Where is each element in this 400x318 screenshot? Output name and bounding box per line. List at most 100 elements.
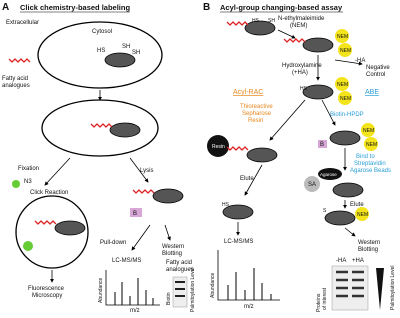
label: Palmitoylation Level xyxy=(190,268,196,312)
panel-title: Click chemistry-based labeling xyxy=(20,3,130,12)
label: Hydroxylamine xyxy=(282,63,322,69)
label: Sepharose xyxy=(242,111,272,117)
label: Bind to xyxy=(356,154,375,160)
arrow xyxy=(334,59,363,66)
label: N-ethylmaleimide xyxy=(278,16,325,22)
label: SH xyxy=(268,18,275,24)
protein xyxy=(332,182,364,198)
label: SH xyxy=(122,44,130,50)
label: -HA xyxy=(336,258,346,264)
label: Negative xyxy=(366,65,390,71)
fatty-acid xyxy=(226,21,249,26)
label: Biotin xyxy=(166,292,172,305)
protein xyxy=(246,147,278,163)
label: HS xyxy=(300,86,308,92)
protein xyxy=(329,130,361,146)
arrow xyxy=(44,157,71,186)
label: NEM xyxy=(357,212,368,218)
arrow xyxy=(321,99,336,126)
spectrum xyxy=(227,268,272,300)
label: Elute xyxy=(350,202,364,208)
label: Streptavidin xyxy=(354,161,386,167)
label: B xyxy=(133,211,137,217)
protein xyxy=(324,210,356,226)
gradient-wedge xyxy=(376,268,384,310)
label: SA xyxy=(308,182,316,188)
label: +HA xyxy=(352,258,364,264)
label: Thioreactive xyxy=(240,104,273,110)
panel-title: Acyl-group changing-based assay xyxy=(220,3,343,12)
label: Abundance xyxy=(210,272,216,298)
label: Lysis xyxy=(140,168,153,174)
protein xyxy=(302,84,334,100)
label: NEM xyxy=(363,128,374,134)
label: analogues xyxy=(2,83,30,89)
fatty-acid xyxy=(132,189,155,194)
label: NEM xyxy=(337,82,348,88)
label: S xyxy=(323,208,327,214)
streptavidin xyxy=(304,176,320,192)
label: Blotting xyxy=(162,251,182,257)
label: Proteins xyxy=(316,293,322,312)
label: B xyxy=(320,142,324,148)
biotin-tag xyxy=(318,140,327,148)
cell xyxy=(15,195,89,269)
label: HS xyxy=(252,18,260,24)
fatty-acid xyxy=(8,58,31,63)
label: Cytosol xyxy=(92,29,112,35)
label: (+HA) xyxy=(292,70,308,76)
arrow xyxy=(269,99,306,141)
protein xyxy=(54,220,86,236)
protein xyxy=(109,122,141,138)
label: Elute xyxy=(240,176,254,182)
linker xyxy=(226,146,249,151)
protein xyxy=(152,188,184,204)
spectrum xyxy=(114,278,154,305)
label: Fluorescence xyxy=(28,286,65,292)
arrow xyxy=(131,224,151,251)
cell xyxy=(37,21,163,89)
label: Control xyxy=(366,72,385,78)
label: (NEM) xyxy=(290,23,307,29)
label: HS xyxy=(97,48,105,54)
label: Agarose xyxy=(320,172,337,177)
blot xyxy=(172,276,188,308)
label: Blotting xyxy=(358,247,378,253)
label: of interest xyxy=(322,287,328,310)
label: LC-MS/MS xyxy=(112,258,141,264)
method-label: Acyl-RAC xyxy=(233,89,263,96)
label: SH xyxy=(132,50,140,56)
fatty-acid xyxy=(90,123,113,128)
label: NEM xyxy=(340,96,351,102)
label: NEM xyxy=(337,34,348,40)
dye xyxy=(12,180,20,188)
dye xyxy=(23,241,33,251)
panel-letter: A xyxy=(2,2,9,13)
biotin-tag xyxy=(130,208,142,217)
label: m/z xyxy=(130,308,140,314)
cell xyxy=(41,99,159,157)
label: Fatty acid xyxy=(2,76,28,82)
label: Pull-down xyxy=(100,240,126,246)
arrow xyxy=(244,164,263,196)
protein xyxy=(104,52,136,68)
bands xyxy=(175,281,185,297)
label: Agarose Beads xyxy=(350,168,391,174)
label: N3 xyxy=(24,179,32,185)
label: Click Reaction xyxy=(30,190,68,196)
label: Fixation xyxy=(18,166,39,172)
label: NEM xyxy=(366,142,377,148)
arrow xyxy=(344,227,356,237)
agarose-bead xyxy=(318,168,342,180)
arrow xyxy=(277,29,296,39)
resin-bead xyxy=(207,135,229,157)
axis xyxy=(217,250,280,301)
label: Microscopy xyxy=(32,293,62,299)
label: analogues xyxy=(166,267,194,273)
label: LC-MS/MS xyxy=(224,239,253,245)
label: Abundance xyxy=(98,277,104,303)
axis xyxy=(105,270,160,306)
label: Biotin-HPDP xyxy=(330,112,364,118)
fatty-acid xyxy=(34,220,57,225)
